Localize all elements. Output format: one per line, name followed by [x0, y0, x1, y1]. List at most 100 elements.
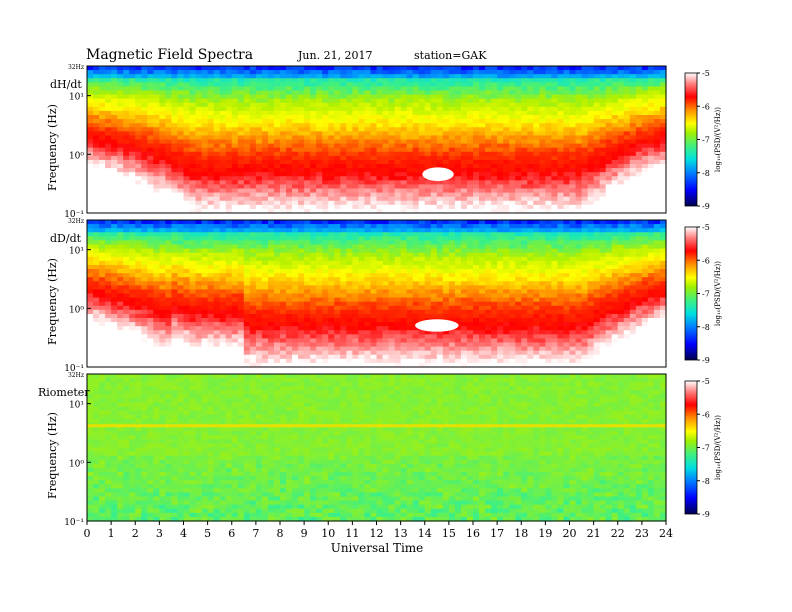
heatmap-cell — [322, 90, 329, 96]
heatmap-cell — [99, 115, 106, 120]
heatmap-cell — [527, 196, 534, 202]
heatmap-cell — [400, 155, 408, 161]
heatmap-cell — [159, 228, 167, 233]
heatmap-cell — [316, 102, 323, 108]
heatmap-cell — [569, 147, 577, 153]
heatmap-cell — [153, 168, 160, 173]
heatmap-cell — [292, 110, 299, 116]
heatmap-cell — [466, 159, 474, 165]
heatmap-cell — [364, 106, 372, 112]
heatmap-cell — [249, 285, 257, 291]
heatmap-cell — [400, 127, 408, 132]
heatmap-cell — [593, 196, 601, 202]
heatmap-cell — [141, 86, 148, 92]
heatmap-cell — [255, 297, 263, 303]
colorbar-tick-label: -9 — [702, 202, 710, 211]
heatmap-cell — [123, 256, 130, 262]
heatmap-cell — [509, 176, 516, 181]
heatmap-cell — [436, 151, 444, 157]
heatmap-cell — [105, 305, 112, 311]
heatmap-cell — [310, 322, 317, 327]
heatmap-cell — [255, 338, 263, 344]
heatmap-cell — [364, 98, 372, 104]
heatmap-cell — [219, 196, 227, 202]
heatmap-cell — [647, 155, 655, 161]
heatmap-cell — [473, 123, 480, 128]
heatmap-cell — [219, 301, 227, 307]
heatmap-cell — [388, 176, 396, 181]
heatmap-cell — [99, 313, 106, 319]
heatmap-cell — [280, 172, 287, 177]
heatmap-cell — [310, 147, 317, 153]
heatmap-cell — [466, 106, 474, 112]
heatmap-cell — [129, 362, 136, 368]
heatmap-cell — [635, 94, 643, 100]
heatmap-cell — [237, 192, 245, 198]
heatmap-cell — [635, 204, 643, 210]
heatmap-cell — [659, 184, 667, 190]
heatmap-cell — [201, 188, 209, 194]
heatmap-cell — [237, 269, 245, 274]
heatmap-cell — [195, 204, 203, 210]
heatmap-cell — [340, 127, 347, 132]
heatmap-cell — [454, 90, 462, 96]
heatmap-cell — [159, 322, 167, 327]
heatmap-cell — [292, 184, 299, 190]
heatmap-cell — [454, 94, 462, 100]
heatmap-cell — [491, 86, 498, 92]
heatmap-cell — [298, 358, 305, 364]
heatmap-cell — [159, 269, 167, 274]
heatmap-cell — [322, 232, 329, 237]
heatmap-cell — [261, 285, 269, 291]
heatmap-cell — [141, 204, 148, 210]
heatmap-cell — [177, 269, 185, 274]
heatmap-cell — [135, 184, 142, 190]
heatmap-cell — [545, 135, 553, 141]
heatmap-cell — [599, 131, 607, 137]
heatmap-cell — [231, 289, 239, 295]
heatmap-cell — [400, 208, 408, 214]
heatmap-cell — [177, 252, 185, 258]
heatmap-cell — [635, 176, 643, 181]
heatmap-cell — [111, 172, 118, 177]
heatmap-cell — [503, 172, 510, 177]
heatmap-cell — [93, 338, 100, 344]
heatmap-cell — [545, 192, 553, 198]
heatmap-cell — [611, 188, 619, 194]
heatmap-cell — [201, 313, 209, 319]
heatmap-cell — [99, 232, 106, 237]
heatmap-cell — [129, 305, 136, 311]
heatmap-cell — [280, 135, 287, 141]
heatmap-cell — [189, 98, 197, 104]
heatmap-cell — [352, 102, 360, 108]
heatmap-cell — [225, 362, 233, 368]
heatmap-cell — [310, 305, 317, 311]
heatmap-cell — [400, 86, 408, 92]
heatmap-cell — [515, 135, 522, 141]
heatmap-cell — [605, 172, 613, 177]
heatmap-cell — [231, 151, 239, 157]
heatmap-cell — [400, 119, 408, 124]
heatmap-cell — [177, 334, 185, 340]
heatmap-cell — [153, 342, 160, 348]
heatmap-cell — [147, 184, 154, 190]
heatmap-cell — [255, 192, 263, 198]
heatmap-cell — [147, 143, 154, 149]
heatmap-cell — [527, 82, 534, 88]
heatmap-cell — [400, 172, 408, 177]
heatmap-cell — [328, 285, 335, 291]
heatmap-cell — [599, 70, 607, 75]
heatmap-cell — [515, 66, 522, 71]
heatmap-cell — [129, 309, 136, 315]
heatmap-cell — [195, 74, 203, 79]
heatmap-cell — [316, 318, 323, 323]
heatmap-cell — [424, 70, 432, 75]
heatmap-cell — [201, 180, 209, 186]
heatmap-cell — [189, 208, 197, 214]
heatmap-cell — [611, 131, 619, 137]
heatmap-cell — [491, 188, 498, 194]
heatmap-cell — [310, 204, 317, 210]
heatmap-cell — [406, 110, 414, 116]
heatmap-cell — [165, 74, 173, 79]
heatmap-cell — [623, 127, 631, 132]
